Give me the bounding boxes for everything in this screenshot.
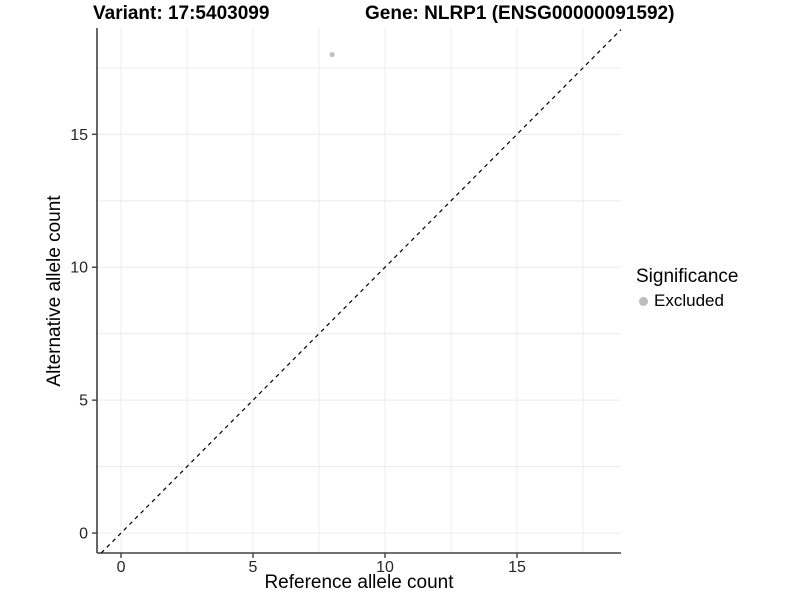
y-tick-label: 10: [70, 260, 88, 277]
legend: Significance Excluded: [636, 266, 738, 311]
y-tick-label: 5: [79, 393, 88, 410]
legend-item-excluded: Excluded: [636, 291, 738, 311]
y-tick-label: 0: [79, 526, 88, 543]
x-tick-label: 10: [376, 559, 394, 576]
plot-title-variant: Variant: 17:5403099: [93, 3, 270, 24]
identity-line: [100, 29, 622, 554]
x-tick-label: 0: [117, 559, 126, 576]
legend-item-label: Excluded: [654, 291, 724, 310]
excluded-point-icon: [639, 296, 648, 306]
data-point: [329, 51, 335, 58]
legend-title: Significance: [636, 266, 739, 287]
y-tick-label: 15: [70, 127, 88, 144]
plot-title-gene: Gene: NLRP1 (ENSG00000091592): [365, 3, 675, 24]
x-tick-label: 5: [249, 559, 258, 576]
x-axis-title: Reference allele count: [264, 572, 454, 593]
y-axis-title: Alternative allele count: [44, 195, 65, 387]
x-tick-label: 15: [508, 559, 526, 576]
